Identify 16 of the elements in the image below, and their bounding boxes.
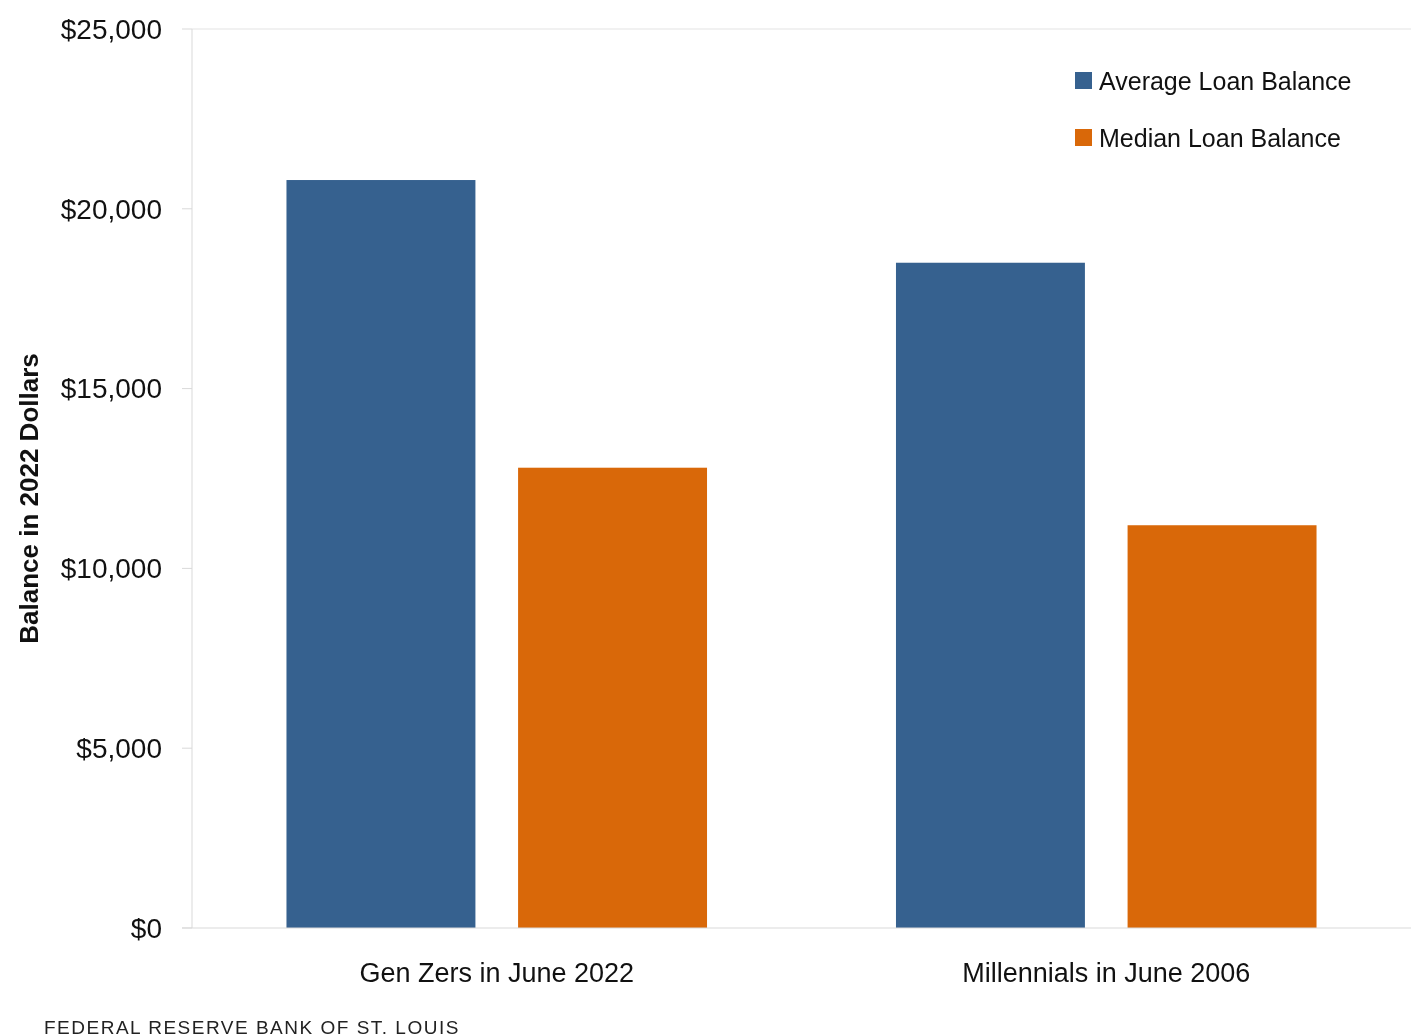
bar bbox=[518, 467, 708, 928]
text: FEDERAL RESERVE BANK OF ST. LOUIS bbox=[44, 1017, 460, 1036]
bar bbox=[1127, 525, 1317, 928]
y-tick-label: $15,000 bbox=[60, 373, 162, 405]
bar bbox=[895, 262, 1085, 928]
y-tick-label: $10,000 bbox=[60, 553, 162, 585]
y-axis-title: Balance in 2022 Dollars bbox=[14, 353, 44, 644]
y-tick-label: $25,000 bbox=[60, 13, 162, 45]
legend-label: Median Loan Balance bbox=[1099, 123, 1341, 152]
legend-label: Average Loan Balance bbox=[1099, 66, 1352, 95]
bar bbox=[286, 180, 476, 928]
x-tick-label: Gen Zers in June 2022 bbox=[359, 958, 635, 988]
x-tick-label: Millennials in June 2006 bbox=[962, 958, 1251, 988]
y-tick-label: $0 bbox=[130, 912, 162, 944]
y-tick-label: $20,000 bbox=[60, 193, 162, 225]
y-tick-label: $5,000 bbox=[76, 733, 162, 764]
